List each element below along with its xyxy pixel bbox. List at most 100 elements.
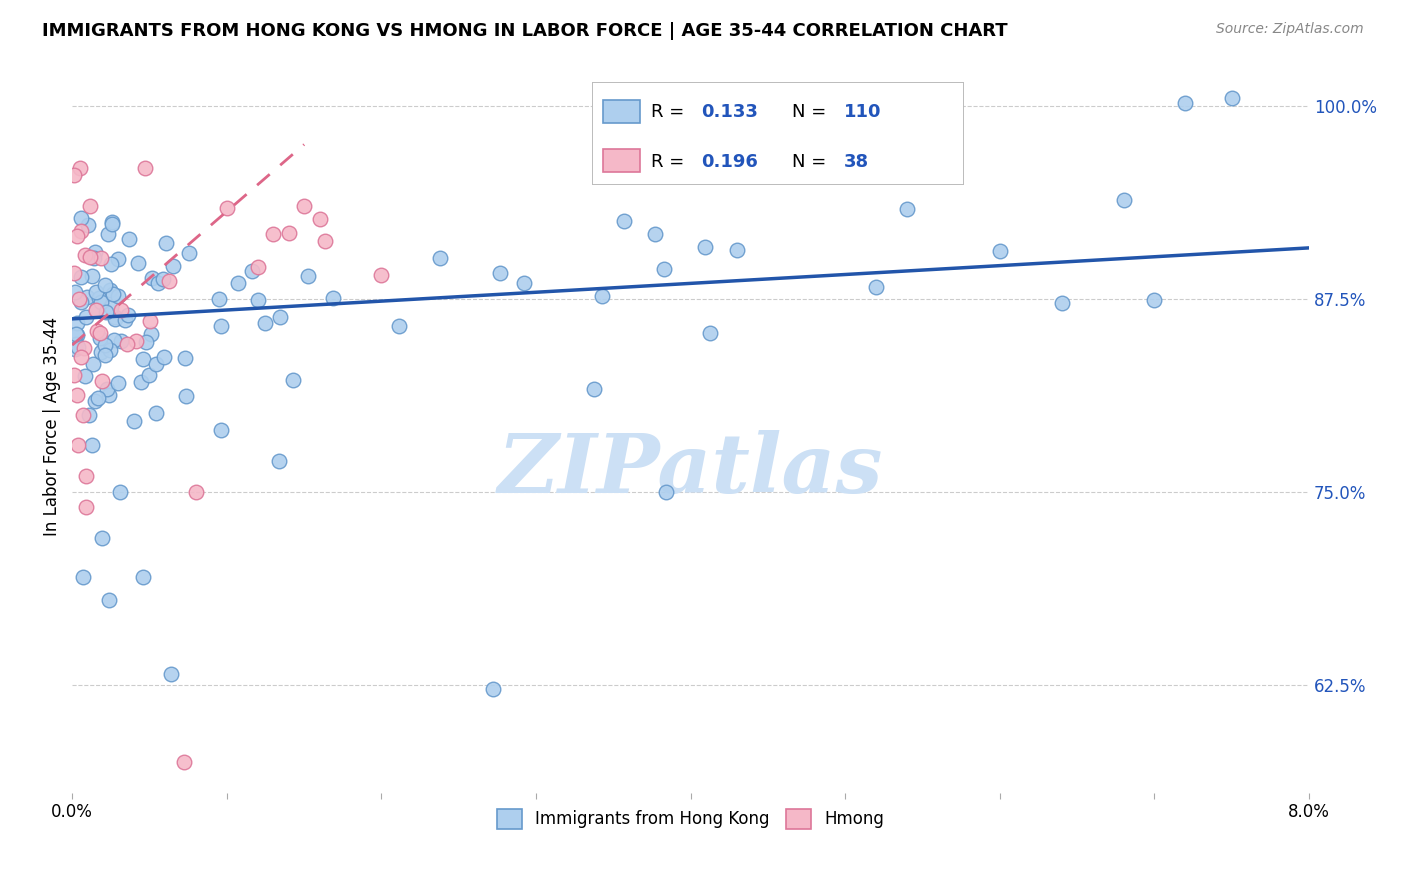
- Point: [173, 351, 195, 365]
- Point: [98, 283, 121, 297]
- Point: [84, 393, 107, 408]
- Point: [90, 294, 112, 309]
- Point: [277, 226, 299, 240]
- Point: [253, 316, 276, 330]
- Point: [89, 326, 111, 340]
- Point: [86, 324, 108, 338]
- Point: [226, 276, 249, 290]
- Point: [104, 312, 127, 326]
- Point: [613, 214, 636, 228]
- Point: [117, 336, 139, 351]
- Point: [652, 261, 675, 276]
- Point: [73, 341, 96, 355]
- Point: [1174, 95, 1197, 110]
- Point: [1050, 295, 1073, 310]
- Point: [65, 337, 87, 351]
- Point: [69, 161, 91, 175]
- Point: [138, 368, 160, 382]
- Point: [94, 338, 117, 352]
- Point: [145, 406, 167, 420]
- Point: [63, 368, 86, 383]
- Point: [139, 326, 162, 341]
- Point: [269, 310, 291, 325]
- Point: [146, 277, 169, 291]
- Point: [70, 295, 93, 310]
- Point: [314, 235, 336, 249]
- Point: [209, 423, 232, 437]
- Point: [104, 310, 127, 324]
- Point: [79, 250, 101, 264]
- Point: [114, 313, 136, 327]
- Point: [132, 352, 155, 367]
- Point: [134, 161, 156, 175]
- Point: [129, 375, 152, 389]
- Point: [644, 227, 666, 241]
- Point: [70, 224, 93, 238]
- Point: [582, 382, 605, 396]
- Point: [67, 292, 90, 306]
- Point: [67, 340, 90, 354]
- Point: [107, 376, 129, 391]
- Point: [89, 331, 111, 345]
- Point: [70, 211, 93, 225]
- Point: [98, 592, 121, 607]
- Point: [97, 227, 120, 242]
- Point: [145, 357, 167, 371]
- Point: [89, 291, 111, 305]
- Point: [322, 291, 344, 305]
- Point: [65, 326, 87, 341]
- Point: [127, 256, 149, 270]
- Point: [152, 272, 174, 286]
- Point: [240, 264, 263, 278]
- Point: [83, 251, 105, 265]
- Point: [174, 389, 197, 403]
- Point: [107, 252, 129, 267]
- Legend: Immigrants from Hong Kong, Hmong: Immigrants from Hong Kong, Hmong: [491, 802, 891, 836]
- Point: [481, 682, 503, 697]
- Point: [77, 218, 100, 232]
- Point: [90, 531, 112, 545]
- Point: [489, 267, 512, 281]
- Point: [79, 199, 101, 213]
- Point: [77, 408, 100, 422]
- Point: [100, 300, 122, 314]
- Point: [100, 257, 122, 271]
- Point: [73, 248, 96, 262]
- Point: [865, 279, 887, 293]
- Point: [86, 285, 108, 299]
- Point: [101, 215, 124, 229]
- Point: [80, 438, 103, 452]
- Point: [1112, 193, 1135, 207]
- Point: [62, 266, 84, 280]
- Point: [153, 351, 176, 365]
- Point: [246, 260, 269, 274]
- Point: [65, 343, 87, 357]
- Point: [725, 244, 748, 258]
- Point: [70, 350, 93, 364]
- Point: [103, 287, 125, 301]
- Point: [513, 276, 536, 290]
- Point: [173, 755, 195, 769]
- Point: [96, 382, 118, 396]
- Point: [124, 414, 146, 428]
- Point: [110, 303, 132, 318]
- Point: [267, 454, 290, 468]
- Point: [162, 259, 184, 273]
- Point: [429, 252, 451, 266]
- Point: [699, 326, 721, 340]
- Point: [63, 169, 86, 183]
- Point: [82, 268, 104, 283]
- Text: Source: ZipAtlas.com: Source: ZipAtlas.com: [1216, 22, 1364, 37]
- Point: [75, 469, 97, 483]
- Point: [141, 271, 163, 285]
- Point: [591, 288, 613, 302]
- Point: [139, 314, 162, 328]
- Point: [72, 408, 94, 422]
- Point: [125, 334, 148, 348]
- Point: [84, 303, 107, 318]
- Point: [82, 357, 104, 371]
- Point: [98, 387, 121, 401]
- Point: [90, 252, 112, 266]
- Point: [157, 274, 180, 288]
- Point: [65, 285, 87, 299]
